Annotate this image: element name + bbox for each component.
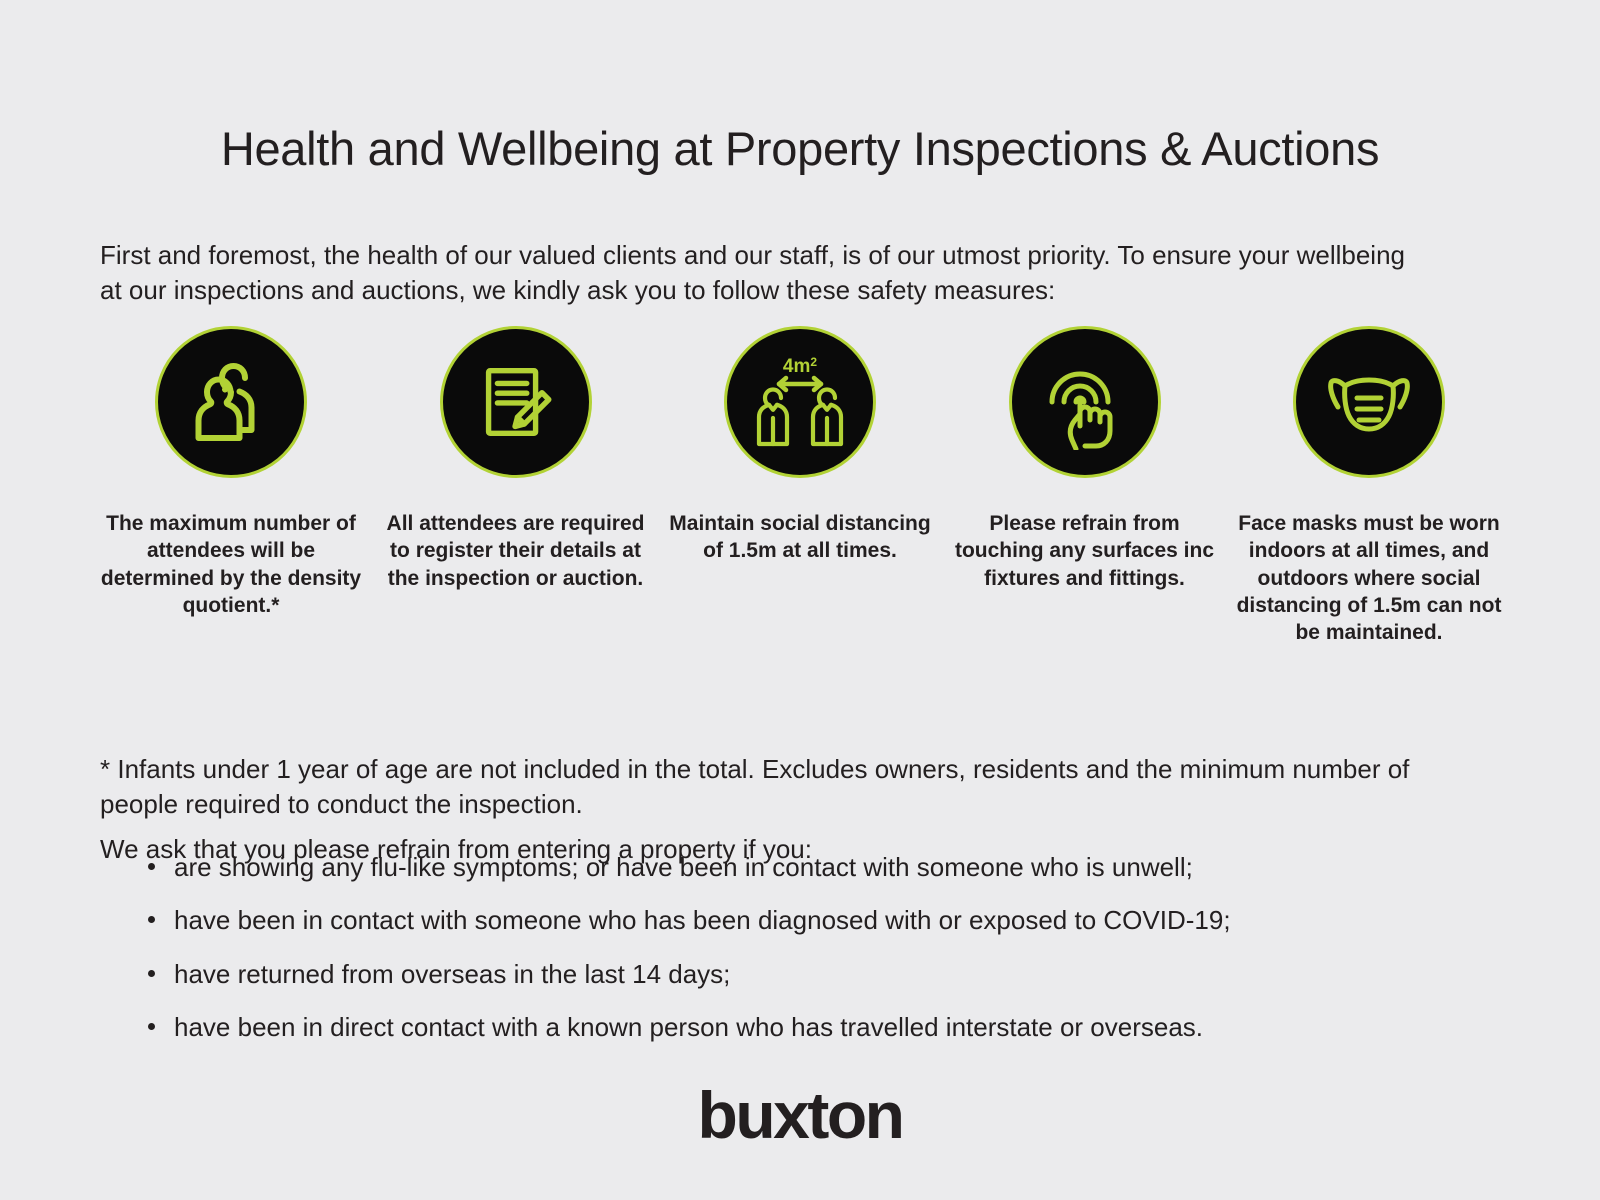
safety-measures-row: The maximum number of attendees will be …	[96, 326, 1504, 646]
measure-item-face-mask: Face masks must be worn indoors at all t…	[1234, 326, 1504, 646]
measure-item-distancing: 4m2	[665, 326, 935, 565]
measure-caption: Please refrain from touching any surface…	[954, 512, 1215, 590]
list-item-label: have been in contact with someone who ha…	[174, 905, 1231, 936]
buxton-logo: buxton	[697, 1078, 905, 1152]
page-title: Health and Wellbeing at Property Inspect…	[220, 122, 1380, 176]
measure-caption: The maximum number of attendees will be …	[100, 512, 362, 617]
bullet-dot-icon	[148, 969, 155, 977]
bullet-dot-icon	[148, 916, 155, 924]
bullet-dot-icon	[148, 1023, 155, 1031]
list-item: are showing any flu-like symptoms; or ha…	[140, 850, 1470, 885]
distance-label: 4m2	[783, 355, 817, 377]
list-item-label: have returned from overseas in the last …	[174, 958, 731, 989]
list-item: have returned from overseas in the last …	[140, 957, 1470, 992]
intro-paragraph: First and foremost, the health of our va…	[100, 240, 1406, 306]
hand-touch-icon	[1008, 326, 1161, 478]
measure-item-register: All attendees are required to register t…	[381, 326, 651, 592]
refrain-conditions-list: are showing any flu-like symptoms; or ha…	[140, 850, 1470, 1063]
measure-item-no-touching: Please refrain from touching any surface…	[950, 326, 1220, 592]
bullet-dot-icon	[148, 863, 155, 870]
social-distancing-icon: 4m2	[724, 326, 876, 478]
measure-caption: Maintain social distancing of 1.5m at al…	[669, 512, 931, 563]
list-item: have been in direct contact with a known…	[140, 1010, 1470, 1045]
list-item-label: are showing any flu-like symptoms; or ha…	[174, 852, 1193, 882]
measure-caption: Face masks must be worn indoors at all t…	[1236, 512, 1502, 645]
list-item: have been in contact with someone who ha…	[140, 903, 1470, 938]
face-mask-icon	[1293, 326, 1445, 478]
refrain-intro-text: We ask that you please refrain from ente…	[100, 834, 812, 864]
measure-item-density: The maximum number of attendees will be …	[96, 326, 366, 619]
two-people-icon	[155, 326, 307, 478]
document-pencil-icon	[439, 326, 592, 478]
footnote-text: * Infants under 1 year of age are not in…	[100, 754, 1410, 820]
measure-caption: All attendees are required to register t…	[386, 512, 645, 590]
list-item-label: have been in direct contact with a known…	[174, 1012, 1204, 1043]
